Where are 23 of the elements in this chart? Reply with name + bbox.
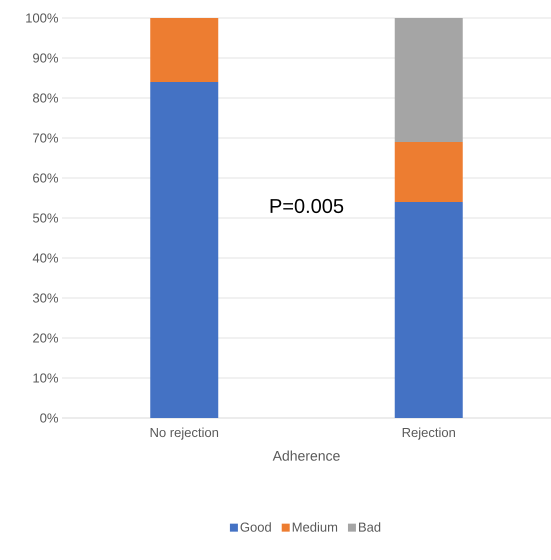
- annotation: P=0.005: [270, 198, 344, 214]
- y-tick-label: 100%: [26, 13, 58, 23]
- bar: [150, 18, 218, 82]
- y-tick-label: 30%: [32, 293, 58, 303]
- bar: [394, 202, 463, 418]
- y-tick-label: 50%: [32, 213, 58, 223]
- y-tick-label: 90%: [33, 53, 58, 63]
- bar: [394, 18, 463, 142]
- legend-label: Good: [240, 522, 271, 532]
- bar: [150, 82, 218, 418]
- y-tick-label: 10%: [33, 373, 58, 383]
- y-tick-label: 70%: [33, 133, 58, 143]
- x-tick-label: Rejection: [402, 428, 455, 440]
- y-tick-label: 20%: [33, 333, 58, 343]
- y-tick-label: 60%: [33, 173, 58, 183]
- legend-label: Bad: [359, 522, 380, 532]
- legend-label: Medium: [292, 522, 338, 532]
- y-tick-label: 40%: [32, 253, 58, 263]
- x-axis-title: Adherence: [272, 450, 340, 461]
- bar: [394, 142, 463, 202]
- y-tick-label: 80%: [33, 93, 58, 103]
- x-tick-label: No rejection: [150, 428, 218, 440]
- y-tick-label: 0%: [40, 413, 58, 423]
